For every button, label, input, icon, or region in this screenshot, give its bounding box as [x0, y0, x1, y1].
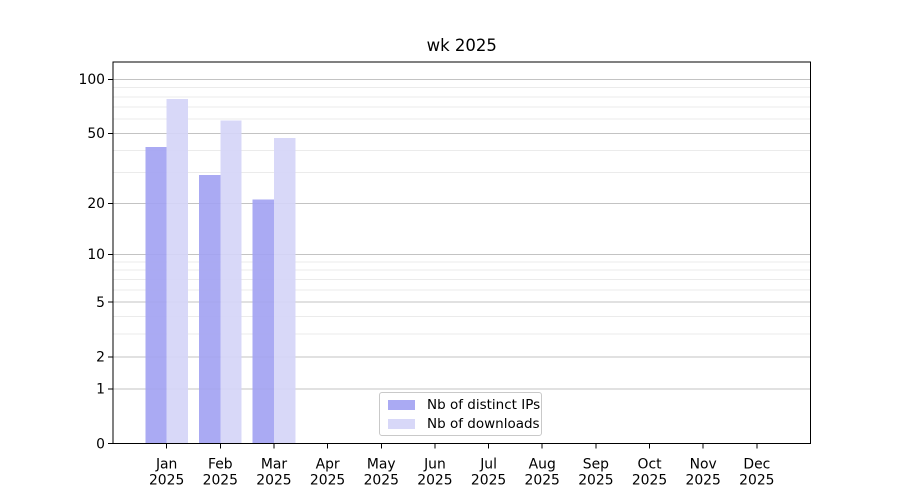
x-tick-label-month: Aug [529, 457, 556, 473]
x-tick-label-year: 2025 [256, 473, 291, 489]
bar-distinct-ips [199, 175, 221, 444]
x-tick-label-year: 2025 [578, 473, 613, 489]
x-tick-label-month: Sep [583, 457, 609, 473]
y-tick-label: 10 [87, 247, 105, 263]
y-tick-label: 5 [96, 295, 105, 311]
x-tick-label-month: May [367, 457, 396, 473]
x-axis-labels: Jan2025Feb2025Mar2025Apr2025May2025Jun20… [149, 457, 775, 489]
y-tick-label: 20 [87, 196, 105, 212]
axes [108, 61, 811, 449]
x-tick-label-year: 2025 [203, 473, 238, 489]
y-tick-label: 1 [96, 382, 105, 398]
x-tick-label-month: Jan [155, 457, 177, 473]
legend-item-downloads: Nb of downloads [388, 416, 541, 432]
bars [145, 98, 296, 444]
y-tick-label: 0 [96, 436, 105, 452]
x-tick-label-month: Jun [423, 457, 446, 473]
y-tick-label: 2 [96, 350, 105, 366]
bar-distinct-ips [252, 199, 274, 444]
plot-frame [112, 61, 811, 444]
x-tick-label-month: Jul [479, 457, 497, 473]
chart-title: wk 2025 [427, 36, 497, 55]
legend-swatch-distinct-ips [388, 399, 415, 410]
x-tick-label-year: 2025 [149, 473, 184, 489]
x-tick-label-month: Oct [638, 457, 663, 473]
x-tick-label-month: Mar [261, 457, 287, 473]
y-tick-label: 50 [87, 126, 105, 142]
x-tick-label-year: 2025 [739, 473, 774, 489]
x-tick-label-month: Nov [690, 457, 717, 473]
bar-downloads [273, 138, 296, 444]
legend-label-distinct-ips: Nb of distinct IPs [427, 396, 541, 413]
x-tick-label-month: Feb [208, 457, 233, 473]
y-tick-label: 100 [78, 72, 105, 88]
x-tick-label-year: 2025 [310, 473, 345, 489]
x-tick-label-year: 2025 [686, 473, 721, 489]
x-tick-label-year: 2025 [471, 473, 506, 489]
x-tick-label-year: 2025 [417, 473, 452, 489]
legend-item-distinct-ips: Nb of distinct IPs [388, 397, 541, 413]
x-tick-label-month: Apr [316, 457, 340, 473]
legend: Nb of distinct IPs Nb of downloads [379, 392, 542, 436]
x-tick-label-year: 2025 [632, 473, 667, 489]
x-tick-label-year: 2025 [364, 473, 399, 489]
x-tick-label-month: Dec [743, 457, 770, 473]
bar-distinct-ips [145, 146, 167, 444]
bar-downloads [220, 120, 242, 444]
legend-label-downloads: Nb of downloads [427, 415, 540, 432]
x-tick-label-year: 2025 [525, 473, 560, 489]
legend-swatch-downloads [388, 418, 415, 429]
bar-downloads [166, 98, 188, 444]
